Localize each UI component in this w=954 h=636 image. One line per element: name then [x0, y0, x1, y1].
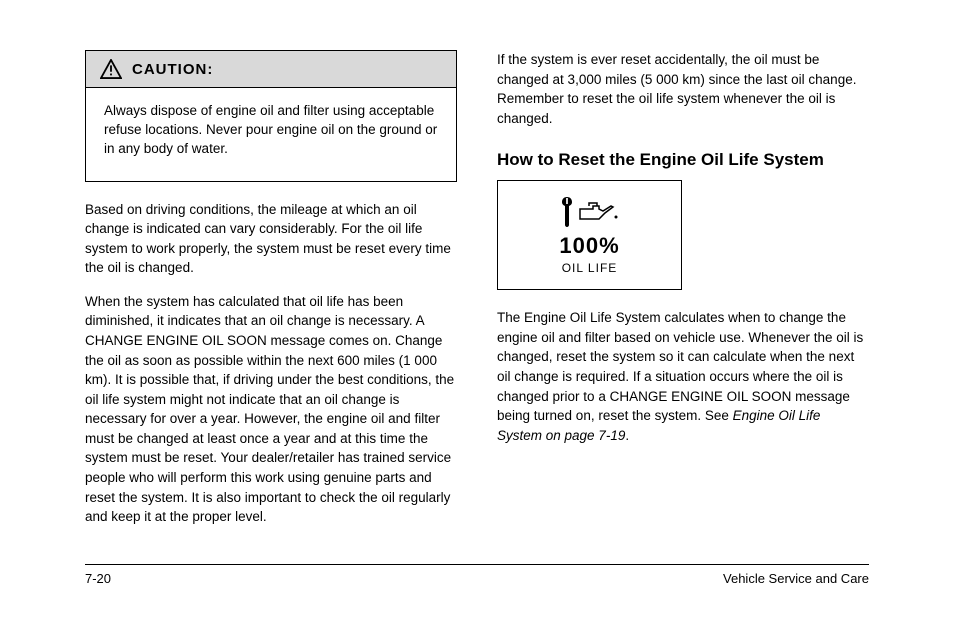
caution-body: Always dispose of engine oil and filter …	[86, 88, 456, 181]
section-heading: How to Reset the Engine Oil Life System	[497, 150, 869, 170]
right-p2-text-b: .	[625, 428, 629, 443]
caution-box: CAUTION: Always dispose of engine oil an…	[85, 50, 457, 182]
page-footer: 7-20 Vehicle Service and Care	[85, 564, 869, 586]
right-paragraph-1: If the system is ever reset accidentally…	[497, 50, 869, 128]
oil-life-label: OIL LIFE	[514, 261, 665, 275]
right-paragraph-2: The Engine Oil Life System calculates wh…	[497, 308, 869, 445]
warning-icon	[100, 59, 122, 79]
left-paragraph-2: When the system has calculated that oil …	[85, 292, 457, 527]
footer-section-title: Vehicle Service and Care	[723, 571, 869, 586]
left-paragraph-1: Based on driving conditions, the mileage…	[85, 200, 457, 278]
wrench-icon	[561, 197, 573, 227]
caution-header: CAUTION:	[86, 51, 456, 88]
right-p2-text-a: The Engine Oil Life System calculates wh…	[497, 310, 863, 423]
oil-life-display: 100% OIL LIFE	[497, 180, 682, 290]
oil-life-percent: 100%	[514, 233, 665, 259]
oil-can-icon	[577, 201, 619, 223]
page-number: 7-20	[85, 571, 111, 586]
caution-title: CAUTION:	[132, 61, 213, 78]
